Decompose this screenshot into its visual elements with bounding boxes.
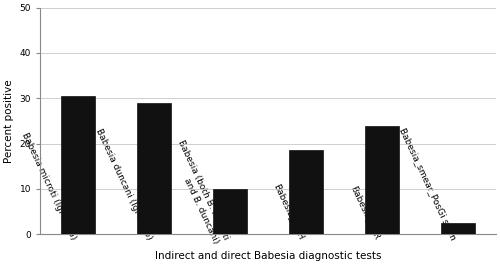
Y-axis label: Percent positive: Percent positive: [4, 79, 14, 163]
Bar: [213, 189, 247, 234]
Bar: [61, 96, 95, 234]
Bar: [137, 103, 171, 234]
Bar: [365, 126, 399, 234]
Bar: [289, 151, 323, 234]
Bar: [441, 223, 475, 234]
X-axis label: Indirect and direct Babesia diagnostic tests: Indirect and direct Babesia diagnostic t…: [155, 251, 382, 261]
